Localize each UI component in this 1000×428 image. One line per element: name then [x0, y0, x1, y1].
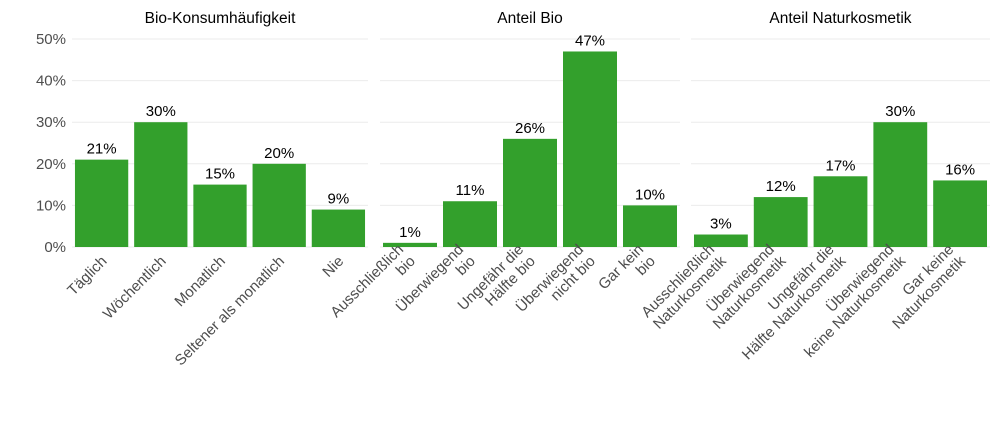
- x-tick-label: Gar keinbio: [595, 241, 659, 305]
- bar: [813, 176, 868, 247]
- value-label: 15%: [205, 166, 235, 183]
- bar: [193, 184, 247, 247]
- value-label: 12%: [766, 178, 796, 195]
- x-tick-label: Ausschließlichbio: [327, 241, 418, 332]
- y-tick-label: 30%: [36, 114, 66, 131]
- y-tick-label: 40%: [36, 73, 66, 90]
- value-label: 1%: [399, 224, 421, 241]
- value-label: 16%: [945, 161, 975, 178]
- value-label: 3%: [710, 216, 732, 233]
- panel-title: Anteil Naturkosmetik: [769, 10, 911, 27]
- value-label: 20%: [264, 145, 294, 162]
- x-tick-label: Monatlich: [171, 253, 228, 310]
- bar: [623, 205, 677, 247]
- x-tick-label: Täglich: [64, 253, 110, 299]
- value-label: 10%: [635, 186, 665, 203]
- bar: [873, 122, 928, 247]
- y-tick-label: 0%: [44, 239, 66, 256]
- bar: [503, 138, 557, 247]
- value-label: 17%: [825, 157, 855, 174]
- panel-title: Bio-Konsumhäufigkeit: [145, 10, 296, 27]
- bar: [933, 180, 988, 247]
- value-label: 11%: [456, 182, 485, 199]
- bar: [753, 197, 808, 247]
- x-tick-label: Seltener als monatlich: [172, 253, 288, 369]
- value-label: 30%: [885, 103, 915, 120]
- bar: [74, 159, 129, 247]
- y-tick-label: 10%: [36, 197, 66, 214]
- bar: [563, 51, 617, 248]
- y-tick-label: 20%: [36, 156, 66, 173]
- value-label: 21%: [87, 141, 117, 158]
- value-label: 26%: [515, 120, 545, 137]
- bar: [134, 122, 188, 247]
- bar: [383, 242, 437, 247]
- bar: [693, 234, 748, 247]
- value-label: 30%: [146, 103, 176, 120]
- x-tick-label: Nie: [319, 253, 347, 281]
- value-label: 47%: [575, 32, 605, 49]
- bar: [311, 209, 366, 247]
- value-label: 9%: [328, 191, 350, 208]
- bar: [252, 163, 306, 247]
- y-tick-label: 50%: [36, 31, 66, 48]
- bar: [443, 201, 497, 247]
- panel-title: Anteil Bio: [497, 10, 562, 27]
- x-tick-label: Wöchentlich: [100, 253, 170, 323]
